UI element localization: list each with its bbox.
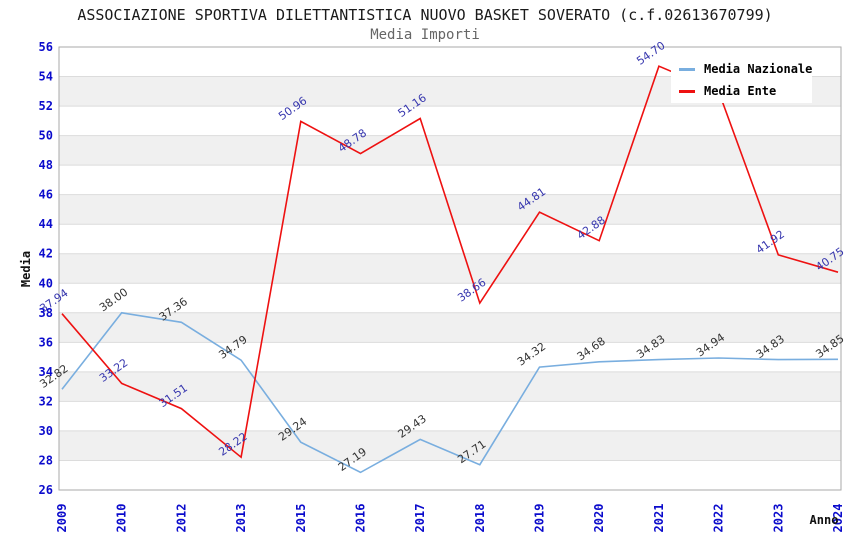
- y-tick-label: 56: [39, 40, 53, 54]
- plot-band: [59, 135, 841, 166]
- y-axis-title: Media: [19, 251, 33, 287]
- x-tick-label: 2019: [533, 504, 547, 533]
- y-tick-label: 30: [39, 424, 53, 438]
- y-tick-label: 50: [39, 129, 53, 143]
- plot-band: [59, 430, 841, 461]
- legend-item-media-ente: Media Ente: [679, 84, 812, 98]
- chart-subtitle: Media Importi: [370, 27, 480, 43]
- x-tick-label: 2009: [55, 504, 69, 533]
- y-tick-label: 40: [39, 276, 53, 290]
- y-tick-label: 54: [39, 70, 53, 84]
- legend-marker-nazionale-icon: [679, 67, 695, 71]
- x-tick-label: 2024: [831, 504, 845, 533]
- y-tick-label: 32: [39, 394, 53, 408]
- y-tick-label: 26: [39, 483, 53, 497]
- y-tick-label: 34: [39, 365, 53, 379]
- plot-band: [59, 460, 841, 490]
- x-tick-label: 2018: [473, 504, 487, 533]
- plot-band: [59, 224, 841, 254]
- y-tick-label: 44: [39, 217, 53, 231]
- series-line-media-nazionale: [61, 311, 839, 474]
- y-tick-label: 46: [39, 188, 53, 202]
- plot-band: [59, 283, 841, 313]
- x-tick-label: 2021: [652, 504, 666, 533]
- y-tick-label: 36: [39, 335, 53, 349]
- y-tick-label: 52: [39, 99, 53, 113]
- plot-band: [59, 106, 841, 136]
- x-tick-label: 2017: [413, 504, 427, 533]
- legend-label-nazionale: Media Nazionale: [704, 62, 813, 76]
- plot-border: [58, 46, 842, 491]
- x-tick-label: 2012: [174, 504, 188, 533]
- legend: Media Nazionale Media Ente: [671, 57, 812, 103]
- x-axis-title: Anno: [810, 513, 839, 527]
- chart-title: ASSOCIAZIONE SPORTIVA DILETTANTISTICA NU…: [77, 6, 773, 24]
- x-tick-label: 2020: [592, 504, 606, 533]
- legend-label-ente: Media Ente: [704, 84, 777, 98]
- y-tick-label: 38: [39, 306, 53, 320]
- x-tick-label: 2023: [771, 504, 785, 533]
- x-tick-label: 2013: [234, 504, 248, 533]
- x-tick-label: 2022: [712, 504, 726, 533]
- plot-band: [59, 401, 841, 431]
- plot-band: [59, 165, 841, 195]
- x-tick-label: 2016: [353, 504, 367, 533]
- y-tick-label: 42: [39, 247, 53, 261]
- x-tick-label: 2015: [294, 504, 308, 533]
- plot-band: [59, 342, 841, 372]
- legend-marker-ente-icon: [679, 89, 695, 93]
- plot-band: [59, 253, 841, 284]
- y-tick-label: 48: [39, 158, 53, 172]
- y-tick-label: 28: [39, 453, 53, 467]
- plot-band: [59, 371, 841, 402]
- legend-item-media-nazionale: Media Nazionale: [679, 62, 812, 76]
- x-tick-label: 2010: [115, 504, 129, 533]
